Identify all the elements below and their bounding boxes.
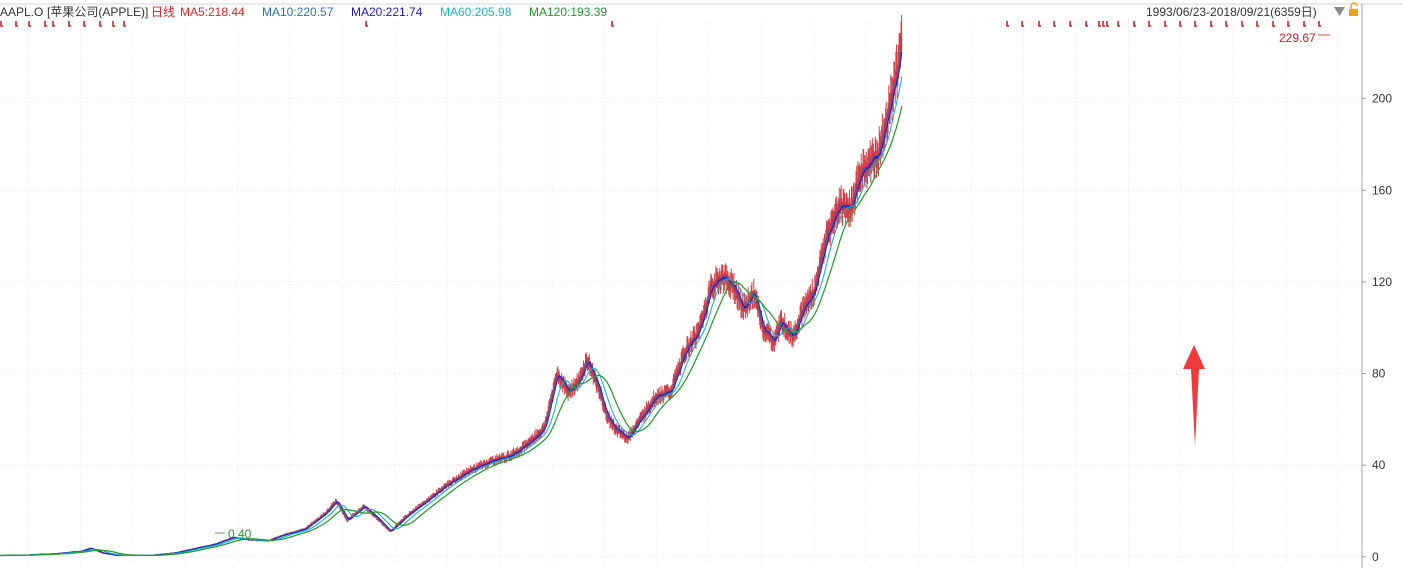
chart-gridlines bbox=[0, 3, 1403, 568]
stock-symbol: AAPL.O bbox=[0, 5, 43, 19]
event-tick-mark bbox=[1225, 21, 1228, 27]
event-tick-mark bbox=[1038, 21, 1041, 27]
event-tick-mark bbox=[1210, 21, 1213, 27]
unlock-icon[interactable] bbox=[1349, 2, 1358, 16]
ma120-line bbox=[0, 105, 903, 557]
indicator-ma60: MA60:205.98 bbox=[440, 5, 512, 19]
indicator-ma120: MA120:193.39 bbox=[529, 5, 607, 19]
red-arrow-icon bbox=[1183, 345, 1205, 446]
event-tick-mark bbox=[1164, 21, 1167, 27]
max-price-label: 229.67 bbox=[1279, 31, 1316, 45]
event-tick-mark bbox=[365, 21, 368, 27]
event-tick-mark bbox=[99, 21, 102, 27]
event-tick-mark bbox=[15, 21, 18, 27]
event-tick-mark bbox=[1272, 21, 1275, 27]
indicator-ma20: MA20:221.74 bbox=[351, 5, 423, 19]
event-tick-mark bbox=[28, 21, 31, 27]
y-tick-label: 120 bbox=[1372, 275, 1392, 289]
period-label: 日线 bbox=[151, 5, 175, 19]
event-tick-mark bbox=[1303, 21, 1306, 27]
event-tick-mark bbox=[1318, 21, 1321, 27]
event-tick-mark bbox=[1133, 21, 1136, 27]
chart-series bbox=[0, 14, 903, 557]
event-tick-mark bbox=[1148, 21, 1151, 27]
event-tick-mark bbox=[0, 21, 3, 27]
date-range-label[interactable]: 1993/06/23-2018/09/21(6359日) bbox=[1146, 5, 1317, 19]
y-tick-label: 0 bbox=[1372, 550, 1379, 564]
event-tick-mark bbox=[1069, 21, 1072, 27]
price-candles bbox=[0, 14, 903, 556]
event-tick-mark bbox=[83, 21, 86, 27]
event-markers bbox=[0, 21, 1321, 27]
event-tick-mark bbox=[1117, 21, 1120, 27]
y-tick-label: 200 bbox=[1372, 92, 1392, 106]
stock-name: [苹果公司(APPLE)] bbox=[47, 5, 148, 19]
triangle-down-icon[interactable] bbox=[1334, 7, 1345, 16]
event-tick-mark bbox=[1053, 21, 1056, 27]
event-tick-mark bbox=[52, 21, 55, 27]
y-tick-label: 80 bbox=[1372, 367, 1386, 381]
event-tick-mark bbox=[1179, 21, 1182, 27]
event-tick-mark bbox=[1085, 21, 1088, 27]
y-axis-ticks: 0 40 80 120 160 200 bbox=[1362, 92, 1392, 564]
indicator-ma10: MA10:220.57 bbox=[262, 5, 334, 19]
event-tick-mark bbox=[1287, 21, 1290, 27]
event-tick-mark bbox=[1102, 21, 1105, 27]
event-tick-mark bbox=[68, 21, 71, 27]
event-tick-mark bbox=[611, 21, 614, 27]
event-tick-mark bbox=[1256, 21, 1259, 27]
event-tick-mark bbox=[44, 21, 47, 27]
ma5-line bbox=[0, 38, 903, 557]
ma10-line bbox=[0, 44, 903, 557]
event-tick-mark bbox=[1006, 21, 1009, 27]
event-tick-mark bbox=[1194, 21, 1197, 27]
event-tick-mark bbox=[1098, 21, 1101, 27]
event-tick-mark bbox=[123, 21, 126, 27]
event-tick-mark bbox=[112, 21, 115, 27]
event-tick-mark bbox=[1106, 21, 1109, 27]
y-tick-label: 40 bbox=[1372, 458, 1386, 472]
indicator-ma5: MA5:218.44 bbox=[180, 5, 245, 19]
min-price-label: 0.40 bbox=[228, 527, 252, 541]
event-tick-mark bbox=[1021, 21, 1024, 27]
y-tick-label: 160 bbox=[1372, 183, 1392, 197]
event-tick-mark bbox=[1241, 21, 1244, 27]
ma20-line bbox=[0, 51, 903, 557]
